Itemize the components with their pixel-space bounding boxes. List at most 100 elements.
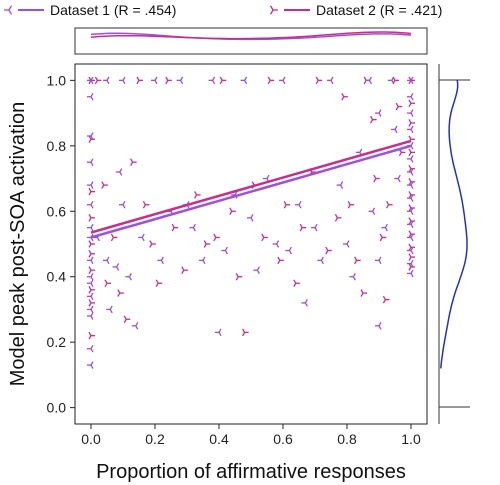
data-point-dataset-2	[379, 233, 387, 242]
data-point-dataset-1	[103, 256, 110, 265]
data-point-dataset-1	[240, 76, 248, 85]
data-point-dataset-1	[87, 181, 94, 189]
data-point-dataset-1	[87, 256, 94, 265]
data-point-dataset-1	[125, 272, 132, 281]
y-tick-label: 1.0	[47, 72, 67, 88]
data-point-dataset-2	[104, 279, 111, 288]
data-point-dataset-1	[112, 263, 120, 271]
data-point-dataset-2	[142, 200, 150, 209]
top-density-dataset-1	[90, 32, 412, 41]
data-point-dataset-1	[407, 109, 414, 117]
data-point-dataset-2	[130, 158, 137, 166]
y-tick-label: 0.6	[47, 203, 67, 219]
data-point-dataset-2	[408, 119, 415, 127]
data-point-dataset-2	[341, 92, 348, 101]
data-point-dataset-2	[283, 200, 291, 209]
points-dataset-1	[87, 76, 414, 369]
data-point-dataset-2	[370, 115, 377, 124]
data-point-dataset-1	[87, 344, 94, 353]
data-point-dataset-1	[365, 76, 372, 85]
data-point-dataset-1	[119, 76, 126, 85]
data-point-dataset-1	[87, 361, 94, 369]
data-point-dataset-2	[360, 289, 367, 297]
data-point-dataset-1	[375, 109, 382, 117]
data-point-dataset-1	[407, 194, 414, 202]
data-point-dataset-1	[199, 256, 206, 265]
data-point-dataset-1	[391, 125, 398, 134]
data-point-dataset-1	[407, 259, 414, 268]
x-tick-label: 0.8	[337, 431, 357, 447]
data-point-dataset-2	[293, 279, 300, 288]
y-tick-label: 0.8	[47, 138, 67, 154]
right-density-curve	[440, 80, 468, 369]
data-point-dataset-2	[347, 200, 355, 209]
data-point-dataset-2	[88, 299, 95, 307]
data-point-dataset-2	[408, 253, 415, 261]
data-point-dataset-1	[215, 328, 222, 337]
data-point-dataset-1	[189, 223, 196, 232]
data-point-dataset-1	[87, 76, 94, 85]
data-point-dataset-2	[101, 181, 108, 189]
data-point-dataset-2	[88, 240, 95, 248]
data-point-dataset-1	[317, 256, 324, 265]
data-point-dataset-2	[325, 246, 332, 255]
data-point-dataset-2	[382, 295, 390, 304]
main-plot: 0.0 0.2 0.4 0.6 0.8 1.0 0.0 0.2 0.4 0.6 0.8 1.0	[47, 63, 428, 447]
data-point-dataset-2	[373, 174, 380, 183]
data-point-dataset-2	[94, 76, 102, 85]
data-point-dataset-1	[375, 256, 382, 265]
data-point-dataset-1	[279, 76, 286, 85]
x-tick-label: 1.0	[401, 431, 421, 447]
data-point-dataset-1	[407, 220, 414, 229]
data-point-dataset-2	[219, 76, 227, 85]
data-point-dataset-2	[123, 315, 131, 324]
data-point-dataset-1	[87, 305, 94, 314]
points-dataset-2	[88, 76, 415, 340]
top-density-dataset-2	[90, 31, 412, 40]
data-point-dataset-2	[235, 272, 243, 281]
data-point-dataset-1	[87, 312, 94, 320]
data-point-dataset-2	[181, 266, 188, 274]
right-marginal-panel	[438, 64, 470, 424]
data-point-dataset-1	[407, 125, 414, 134]
data-point-dataset-1	[368, 207, 376, 216]
data-point-dataset-1	[407, 269, 414, 278]
data-point-dataset-1	[407, 168, 414, 176]
legend-label-dataset-1: Dataset 1 (R = .454)	[50, 2, 176, 18]
data-point-dataset-1	[387, 76, 395, 85]
legend-label-dataset-2: Dataset 2 (R = .421)	[316, 2, 442, 18]
fit-line-dataset-2	[90, 139, 412, 234]
data-point-dataset-2	[88, 187, 95, 196]
data-point-dataset-1	[176, 76, 184, 85]
fit-line-dataset-1	[90, 144, 412, 239]
data-point-dataset-1	[336, 181, 344, 189]
y-axis-title: Model peak post-SOA activation	[7, 102, 29, 387]
data-point-dataset-2	[88, 250, 95, 258]
data-point-dataset-1	[407, 181, 414, 189]
data-point-dataset-2	[261, 233, 268, 242]
legend: Dataset 1 (R = .454) Dataset 2 (R = .421…	[4, 2, 442, 18]
data-point-dataset-1	[87, 132, 94, 140]
data-point-dataset-1	[119, 200, 126, 209]
data-point-dataset-2	[88, 331, 95, 340]
y-axis-ticks: 0.0 0.2 0.4 0.6 0.8 1.0	[47, 72, 75, 416]
y-tick-label: 0.2	[47, 334, 67, 350]
data-point-dataset-2	[88, 266, 95, 274]
data-point-dataset-1	[131, 322, 139, 330]
data-point-dataset-1	[327, 76, 334, 85]
data-point-dataset-1	[87, 292, 94, 301]
data-point-dataset-1	[375, 322, 382, 330]
data-point-dataset-1	[311, 223, 318, 232]
data-point-dataset-2	[299, 223, 307, 232]
data-point-dataset-1	[301, 299, 308, 307]
data-point-dataset-1	[208, 76, 216, 85]
y-tick-label: 0.4	[47, 269, 67, 285]
x-axis-ticks: 0.0 0.2 0.4 0.6 0.8 1.0	[81, 424, 421, 447]
data-point-dataset-2	[354, 256, 361, 265]
data-point-dataset-1	[247, 214, 254, 222]
data-point-dataset-1	[87, 279, 94, 288]
data-point-dataset-1	[407, 246, 414, 255]
data-point-dataset-1	[407, 207, 414, 216]
data-point-dataset-2	[277, 256, 284, 265]
x-tick-label: 0.6	[273, 431, 293, 447]
